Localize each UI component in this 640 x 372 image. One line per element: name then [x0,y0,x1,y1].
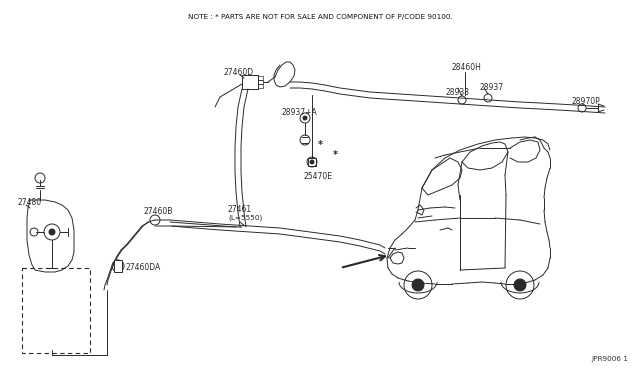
Circle shape [303,116,307,120]
Circle shape [412,279,424,291]
Circle shape [514,279,526,291]
Text: 27460B: 27460B [143,207,172,216]
Text: JPR9006 1: JPR9006 1 [591,356,628,362]
Circle shape [49,229,55,235]
Bar [114,260,122,272]
Bar [258,80,263,84]
Text: (L=5550): (L=5550) [228,214,262,221]
Bar [242,75,258,89]
Text: 28938: 28938 [445,88,469,97]
Text: 27461: 27461 [228,205,252,214]
Text: 27460D: 27460D [224,68,254,77]
Circle shape [115,263,121,269]
Bar [22,268,90,353]
Bar [308,158,316,166]
Text: *: * [317,140,323,150]
Bar [258,84,263,88]
Text: 27480: 27480 [18,198,42,207]
Text: 28937+A: 28937+A [282,108,317,117]
Text: *: * [333,150,337,160]
Text: 28460H: 28460H [452,63,482,72]
Text: NOTE : * PARTS ARE NOT FOR SALE AND COMPONENT OF P/CODE 90100.: NOTE : * PARTS ARE NOT FOR SALE AND COMP… [188,14,452,20]
Text: 25470E: 25470E [304,172,333,181]
Text: 27460DA: 27460DA [125,263,160,272]
Bar [258,76,263,80]
Text: 28970P: 28970P [572,97,601,106]
Text: 28937: 28937 [480,83,504,92]
Circle shape [310,160,314,164]
